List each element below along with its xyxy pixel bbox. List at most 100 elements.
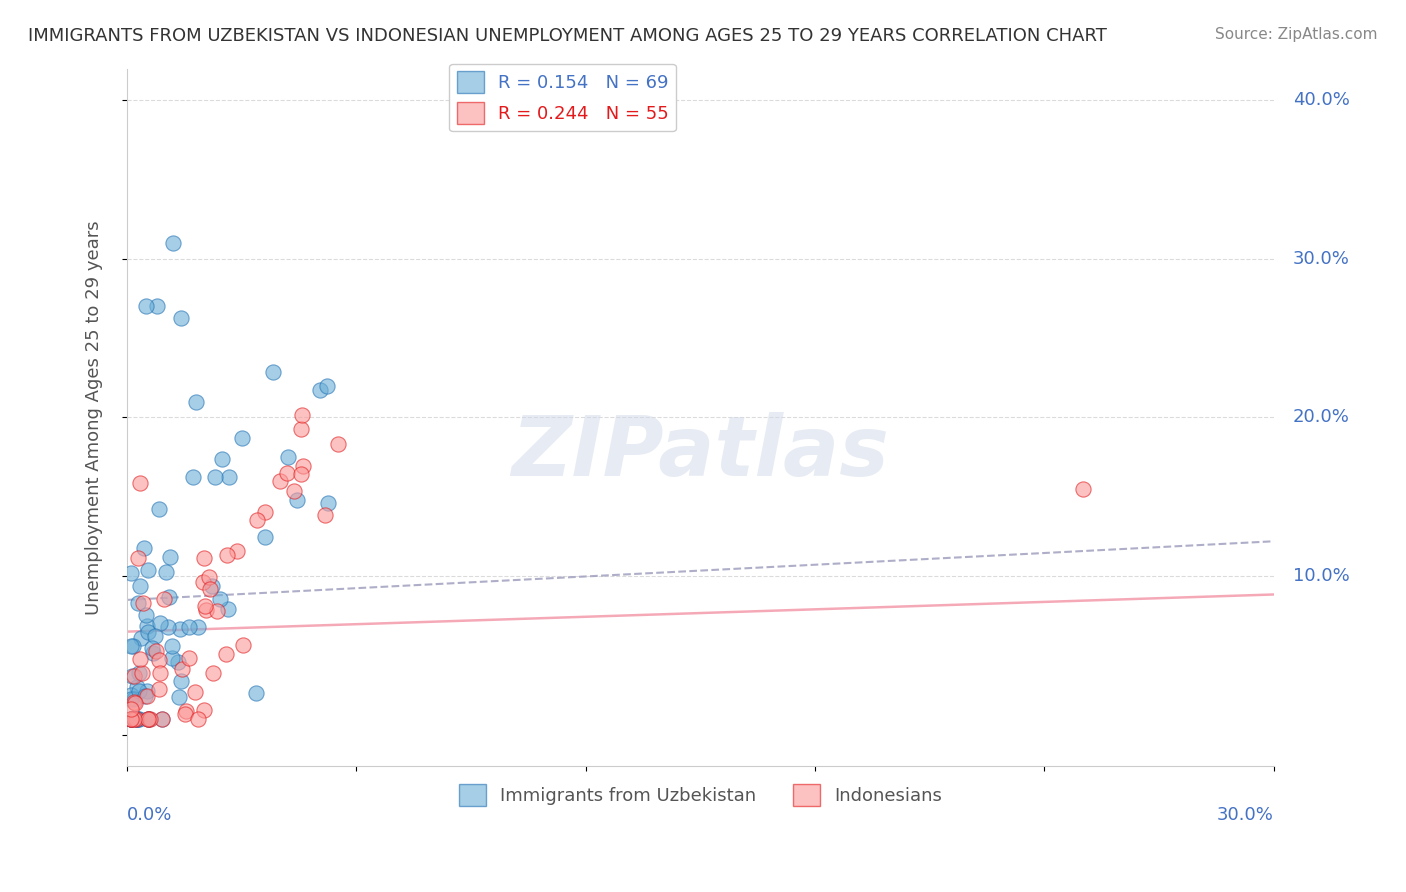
Point <box>129 651 152 665</box>
Point <box>120 712 142 726</box>
Point <box>231 431 253 445</box>
Point <box>136 625 159 640</box>
Point <box>215 548 238 562</box>
Point <box>127 551 149 566</box>
Text: ZIPatlas: ZIPatlas <box>512 412 889 493</box>
Point <box>138 712 160 726</box>
Point <box>1071 482 1094 496</box>
Point <box>186 620 208 634</box>
Point <box>120 688 142 702</box>
Point <box>253 505 276 519</box>
Point <box>276 467 298 481</box>
Point <box>170 310 193 325</box>
Point <box>125 712 148 726</box>
Point <box>150 712 173 726</box>
Point <box>169 674 191 689</box>
Point <box>150 712 173 726</box>
Point <box>120 712 142 726</box>
Point <box>121 669 143 683</box>
Point <box>125 680 148 694</box>
Point <box>162 650 184 665</box>
Point <box>124 696 146 710</box>
Legend: Immigrants from Uzbekistan, Indonesians: Immigrants from Uzbekistan, Indonesians <box>451 777 949 814</box>
Point <box>122 668 145 682</box>
Point <box>145 643 167 657</box>
Point <box>149 666 172 681</box>
Point <box>193 703 215 717</box>
Point <box>124 691 146 706</box>
Point <box>245 685 267 699</box>
Text: 10.0%: 10.0% <box>1294 567 1350 585</box>
Point <box>134 689 156 703</box>
Point <box>292 459 315 474</box>
Point <box>131 665 153 680</box>
Point <box>167 690 190 704</box>
Point <box>184 394 207 409</box>
Point <box>277 450 299 464</box>
Point <box>121 639 143 653</box>
Point <box>167 655 190 669</box>
Point <box>131 596 153 610</box>
Text: 30.0%: 30.0% <box>1218 806 1274 824</box>
Point <box>211 452 233 467</box>
Point <box>120 639 142 653</box>
Point <box>316 496 339 510</box>
Point <box>128 665 150 680</box>
Point <box>187 712 209 726</box>
Point <box>128 684 150 698</box>
Point <box>120 702 142 716</box>
Point <box>120 712 142 726</box>
Point <box>204 470 226 484</box>
Point <box>201 579 224 593</box>
Point <box>253 530 276 544</box>
Point <box>162 235 184 250</box>
Point <box>135 300 157 314</box>
Point <box>326 437 349 451</box>
Point <box>120 566 142 581</box>
Point <box>208 592 231 607</box>
Point <box>127 595 149 609</box>
Point <box>141 641 163 656</box>
Point <box>124 712 146 726</box>
Point <box>179 620 201 634</box>
Point <box>124 712 146 726</box>
Point <box>138 712 160 726</box>
Point <box>135 608 157 623</box>
Point <box>135 690 157 704</box>
Point <box>309 384 332 398</box>
Point <box>136 712 159 726</box>
Point <box>290 422 312 436</box>
Point <box>173 706 195 721</box>
Point <box>170 662 193 676</box>
Point <box>128 712 150 726</box>
Point <box>246 513 269 527</box>
Point <box>128 579 150 593</box>
Point <box>148 652 170 666</box>
Point <box>195 603 218 617</box>
Point <box>142 646 165 660</box>
Text: 30.0%: 30.0% <box>1294 250 1350 268</box>
Point <box>232 638 254 652</box>
Point <box>218 470 240 484</box>
Y-axis label: Unemployment Among Ages 25 to 29 years: Unemployment Among Ages 25 to 29 years <box>86 220 103 615</box>
Point <box>193 550 215 565</box>
Point <box>198 582 221 596</box>
Point <box>153 591 176 606</box>
Text: IMMIGRANTS FROM UZBEKISTAN VS INDONESIAN UNEMPLOYMENT AMONG AGES 25 TO 29 YEARS : IMMIGRANTS FROM UZBEKISTAN VS INDONESIAN… <box>28 27 1107 45</box>
Point <box>291 408 314 422</box>
Point <box>262 365 284 379</box>
Point <box>132 541 155 555</box>
Point <box>155 566 177 580</box>
Point <box>314 508 336 523</box>
Point <box>136 563 159 577</box>
Point <box>160 640 183 654</box>
Point <box>290 467 312 481</box>
Point <box>122 695 145 709</box>
Point <box>194 599 217 613</box>
Point <box>149 616 172 631</box>
Point <box>269 474 291 488</box>
Point <box>169 622 191 636</box>
Point <box>157 619 180 633</box>
Point <box>120 712 142 726</box>
Point <box>215 647 238 661</box>
